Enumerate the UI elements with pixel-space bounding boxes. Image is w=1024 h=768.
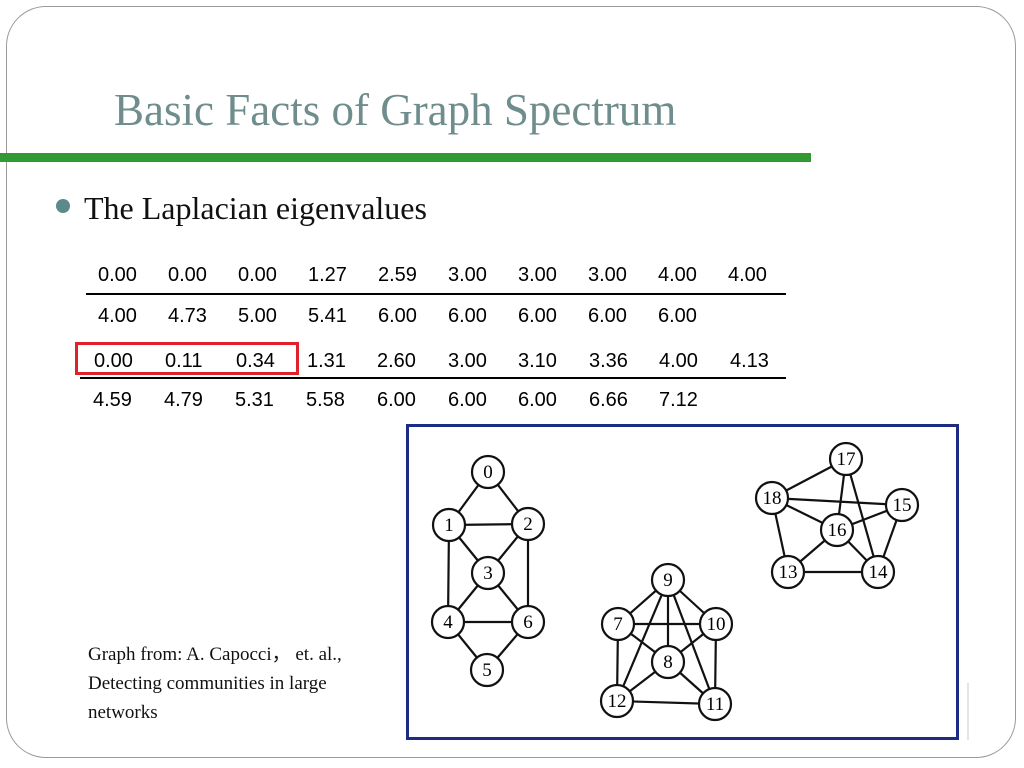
table-cell: 0.11	[165, 350, 203, 372]
table-cell: 4.00	[98, 305, 137, 327]
graph-node-label: 6	[523, 612, 533, 633]
table-cell: 5.00	[238, 305, 277, 327]
graph-node	[770, 554, 806, 590]
divider	[967, 683, 969, 740]
graph-node	[430, 604, 466, 640]
table-cell: 3.36	[589, 350, 628, 372]
table-cell: 6.00	[658, 305, 697, 327]
table-cell: 4.00	[659, 350, 698, 372]
graph-node-label: 1	[444, 515, 454, 536]
graph-node	[819, 512, 855, 548]
table-cell: 2.59	[378, 264, 417, 286]
table-cell: 6.00	[588, 305, 627, 327]
table-cell: 6.00	[448, 389, 487, 411]
table-cell: 6.00	[378, 305, 417, 327]
caption-line-2: Detecting communities in large	[88, 673, 327, 694]
table-2-divider	[80, 377, 786, 379]
table-cell: 6.66	[589, 389, 628, 411]
graph-node	[650, 644, 686, 680]
slide-frame	[6, 6, 1016, 758]
graph-node-label: 7	[613, 614, 623, 635]
table-cell: 6.00	[518, 389, 557, 411]
graph-node-label: 9	[663, 570, 673, 591]
graph-node	[470, 454, 506, 490]
graph-edge	[844, 458, 880, 573]
table-cell: 4.00	[728, 264, 767, 286]
caption-line-1: Graph from: A. Capocci， et. al.,	[88, 644, 342, 665]
table-cell: 4.79	[164, 389, 203, 411]
table-cell: 3.00	[588, 264, 627, 286]
table-cell: 3.10	[518, 350, 557, 372]
graph-node-label: 11	[706, 694, 724, 715]
title-underline	[0, 153, 811, 162]
graph-node	[510, 604, 546, 640]
table-cell: 3.00	[448, 350, 487, 372]
table-cell: 6.00	[518, 305, 557, 327]
graph-node-label: 10	[707, 614, 726, 635]
graph-node	[469, 652, 505, 688]
graph-node	[600, 606, 636, 642]
bullet-text: The Laplacian eigenvalues	[84, 190, 427, 226]
graph-node	[884, 487, 920, 523]
graph-edge	[615, 579, 670, 702]
graph-node-label: 18	[763, 488, 782, 509]
graph-node	[828, 441, 864, 477]
graph-node-label: 14	[869, 562, 889, 583]
table-1-divider	[86, 293, 786, 295]
highlight-box	[75, 342, 299, 375]
table-cell: 0.34	[236, 350, 275, 372]
bullet-dot-icon	[56, 199, 70, 213]
eigen-table-2-row-1: 0.00 0.11 0.34 1.31 2.60 3.00 3.10 3.36 …	[0, 350, 800, 374]
graph-figure: 0 1 2 3 4 5 6 7 8 9 10 11 12 13 14 15 16 17 18	[406, 424, 959, 740]
graph-edge	[771, 496, 903, 507]
graph-node-label: 12	[608, 691, 627, 712]
graph-node-label: 16	[828, 520, 847, 541]
figure-caption: Graph from: A. Capocci， et. al., Detecti…	[88, 640, 408, 727]
slide-title: Basic Facts of Graph Spectrum	[114, 85, 677, 135]
eigen-table-1-row-2: 4.00 4.73 5.00 5.41 6.00 6.00 6.00 6.00 …	[0, 305, 800, 329]
graph-node-label: 15	[893, 495, 912, 516]
table-cell: 0.00	[238, 264, 277, 286]
table-cell: 4.73	[168, 305, 207, 327]
graph-node-label: 17	[837, 449, 856, 470]
graph-node	[754, 480, 790, 516]
table-cell: 1.31	[307, 350, 346, 372]
graph-node	[470, 555, 506, 591]
table-cell: 0.00	[168, 264, 207, 286]
graph-node-label: 4	[443, 612, 453, 633]
table-cell: 4.59	[93, 389, 132, 411]
graph-node	[431, 507, 467, 543]
table-cell: 0.00	[98, 264, 137, 286]
table-cell: 1.27	[308, 264, 347, 286]
table-cell: 5.41	[308, 305, 347, 327]
eigen-table-1-row-1: 0.00 0.00 0.00 1.27 2.59 3.00 3.00 3.00 …	[0, 264, 800, 288]
graph-node	[697, 686, 733, 722]
table-cell: 4.00	[658, 264, 697, 286]
graph-node	[599, 683, 635, 719]
graph-node-label: 0	[483, 462, 493, 483]
graph-node-label: 3	[483, 563, 493, 584]
graph-node	[510, 506, 546, 542]
table-cell: 3.00	[518, 264, 557, 286]
graph-node-label: 8	[663, 652, 673, 673]
graph-node-label: 13	[779, 562, 798, 583]
graph-node	[698, 606, 734, 642]
eigen-table-2-row-2: 4.59 4.79 5.31 5.58 6.00 6.00 6.00 6.66 …	[0, 389, 800, 413]
table-cell: 5.31	[235, 389, 274, 411]
graph-node	[650, 562, 686, 598]
graph-node-label: 5	[482, 660, 492, 681]
graph-node-label: 2	[523, 514, 533, 535]
caption-line-3: networks	[88, 702, 158, 723]
graph-node	[860, 554, 896, 590]
table-cell: 0.00	[94, 350, 133, 372]
table-cell: 6.00	[448, 305, 487, 327]
table-cell: 3.00	[448, 264, 487, 286]
table-cell: 5.58	[306, 389, 345, 411]
table-cell: 7.12	[659, 389, 698, 411]
table-cell: 6.00	[377, 389, 416, 411]
table-cell: 4.13	[730, 350, 769, 372]
table-cell: 2.60	[377, 350, 416, 372]
